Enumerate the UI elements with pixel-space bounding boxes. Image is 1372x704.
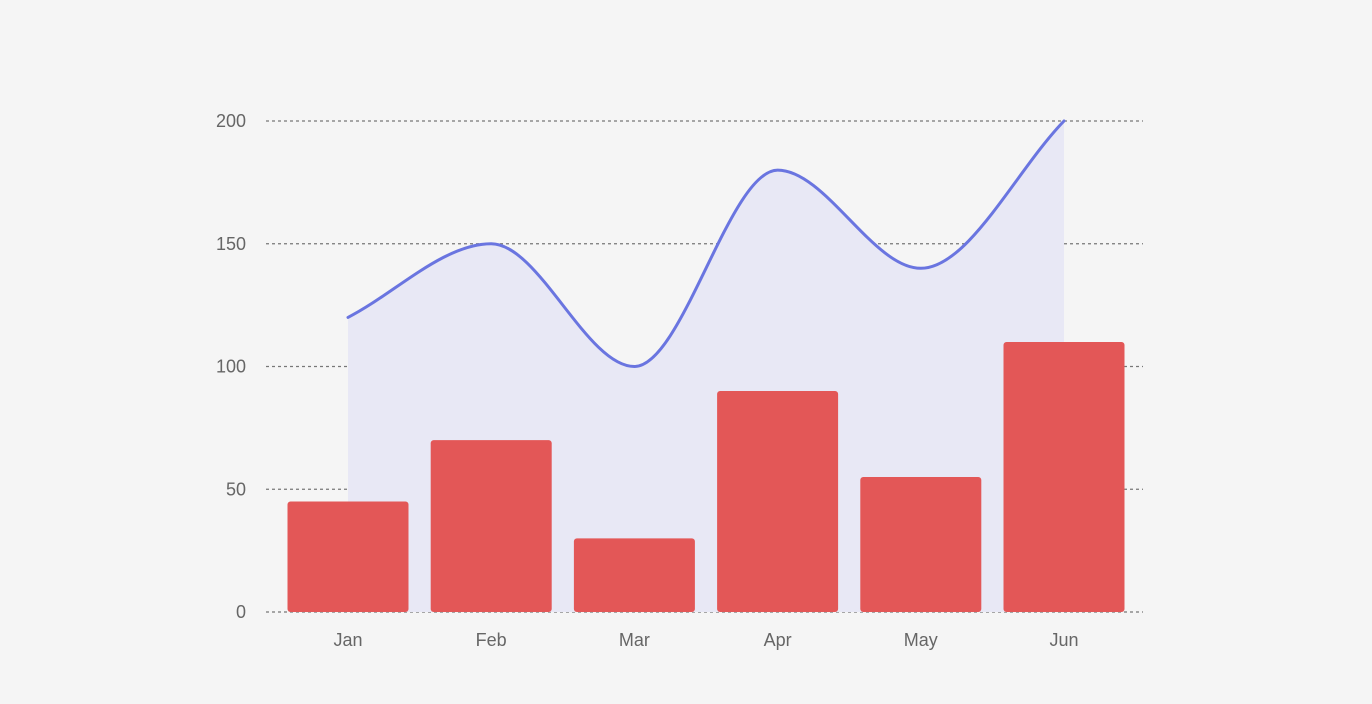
y-tick-label: 0 <box>236 602 246 622</box>
bar-jun <box>1003 341 1125 612</box>
y-tick-label: 150 <box>216 234 246 254</box>
bar-mar <box>573 538 695 612</box>
y-tick-label: 50 <box>226 479 246 499</box>
bar-layer <box>287 341 1125 612</box>
y-tick-label: 200 <box>216 111 246 131</box>
x-tick-label: Feb <box>476 630 507 650</box>
x-tick-label: Mar <box>619 630 650 650</box>
axis-layer: 0 50 100 150 200 Jan Feb Mar Apr May Jun <box>216 111 1079 650</box>
y-tick-label: 100 <box>216 357 246 377</box>
x-tick-label: Jun <box>1049 630 1078 650</box>
bar-jan <box>287 501 409 612</box>
x-tick-label: Apr <box>764 630 792 650</box>
bar-may <box>860 476 982 612</box>
x-tick-label: May <box>904 630 938 650</box>
x-tick-label: Jan <box>333 630 362 650</box>
bar-apr <box>717 391 839 612</box>
line-layer <box>346 119 1066 368</box>
bar-feb <box>430 440 552 612</box>
area-line <box>346 119 1066 368</box>
